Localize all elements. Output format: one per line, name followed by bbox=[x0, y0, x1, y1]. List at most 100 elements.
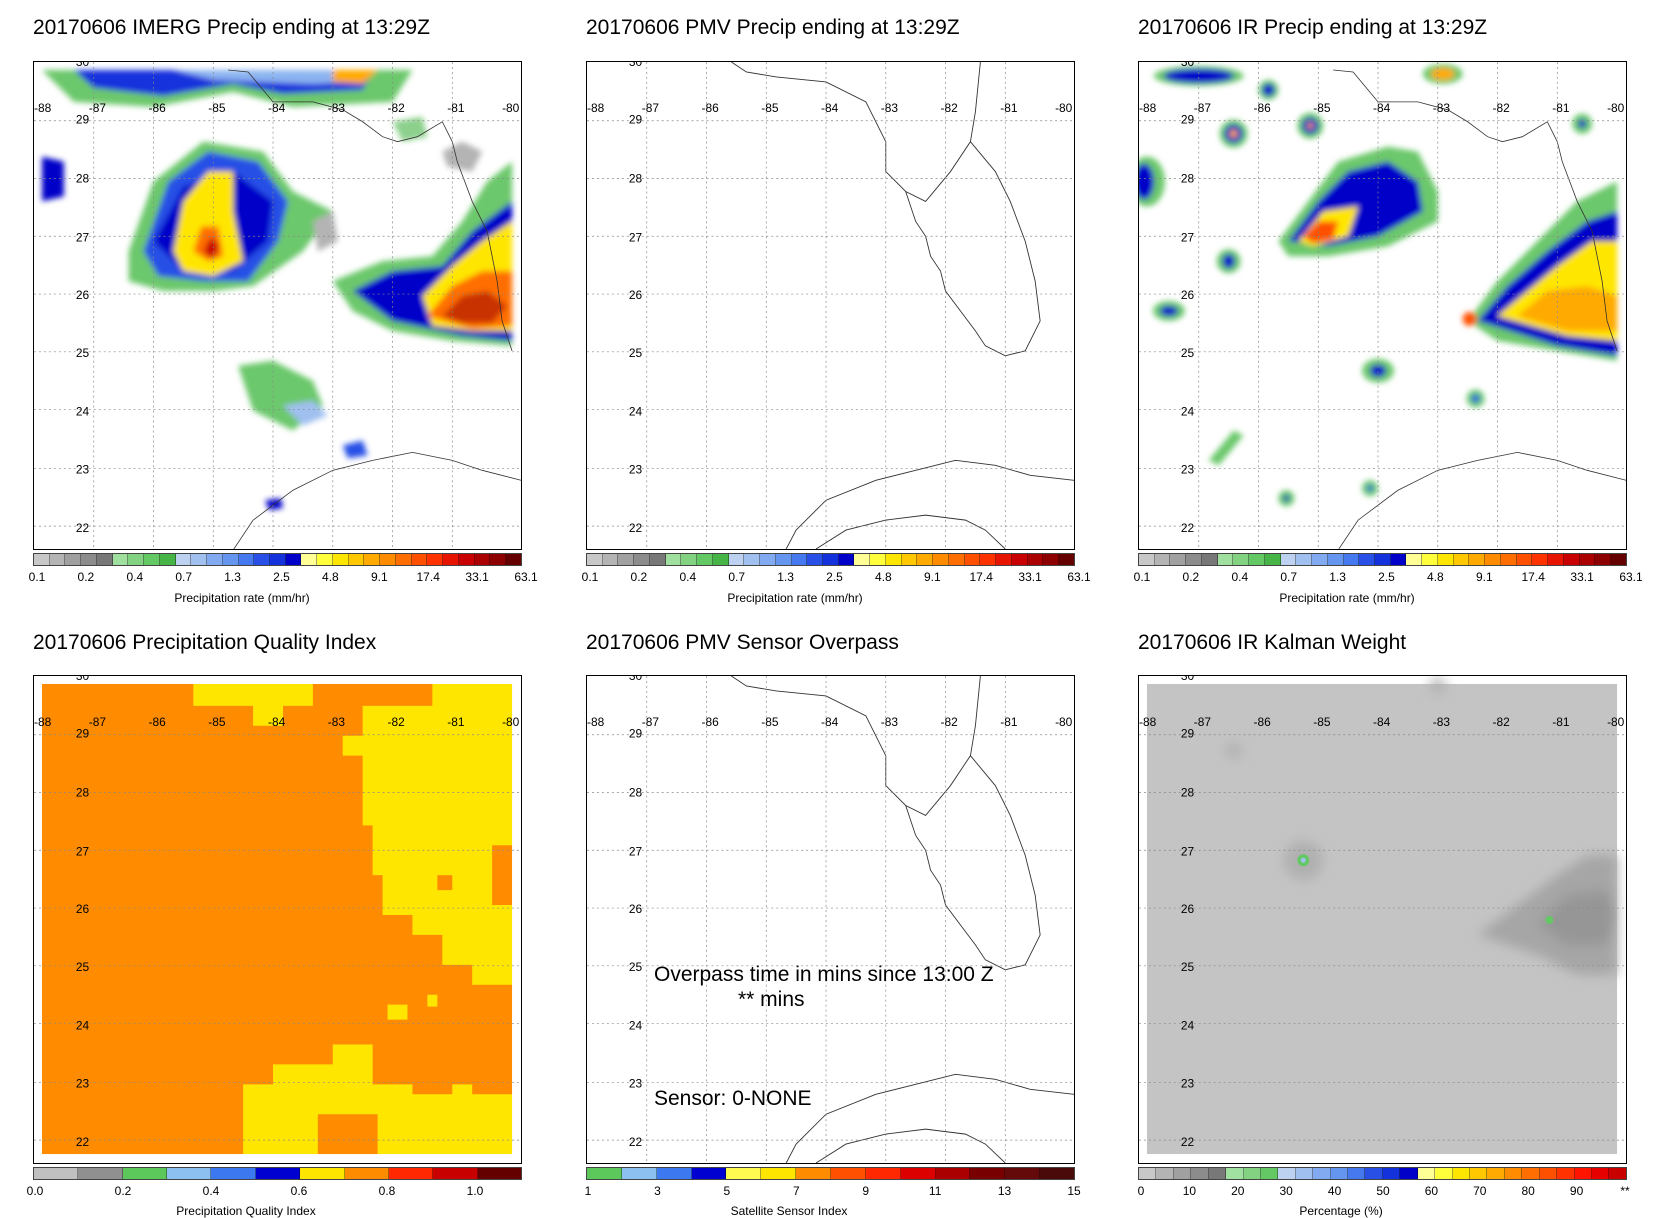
lon-label: -86 bbox=[149, 101, 167, 115]
pqi-colorbar-ticks: 0.0 0.2 0.4 0.6 0.8 1.0 bbox=[27, 1184, 484, 1200]
colorbar-swatch bbox=[159, 554, 176, 565]
colorbar-tick-label: 7 bbox=[792, 1184, 800, 1198]
colorbar-swatch bbox=[1327, 554, 1344, 565]
colorbar-tick-label: 0.6 bbox=[290, 1184, 308, 1198]
colorbar-swatch bbox=[1500, 554, 1517, 565]
colorbar-swatch bbox=[1532, 554, 1549, 565]
colorbar-swatch bbox=[1548, 554, 1564, 565]
lat-label: 24 bbox=[629, 1019, 643, 1033]
lat-label: 26 bbox=[629, 288, 643, 302]
colorbar-swatch bbox=[935, 1168, 971, 1179]
colorbar-tick-label: 63.1 bbox=[1067, 570, 1091, 584]
colorbar-swatch bbox=[681, 554, 698, 565]
colorbar-swatch bbox=[1280, 554, 1297, 565]
colorbar-tick-label: 33.1 bbox=[465, 570, 489, 584]
lat-label: 25 bbox=[76, 960, 90, 974]
colorbar-swatch bbox=[1312, 554, 1328, 565]
ir-colorbar-title: Precipitation rate (mm/hr) bbox=[1279, 591, 1415, 605]
colorbar-tick-label: 33.1 bbox=[1018, 570, 1042, 584]
colorbar-swatch bbox=[796, 1168, 832, 1179]
colorbar-swatch bbox=[1156, 1168, 1174, 1179]
colorbar-tick-label: 33.1 bbox=[1570, 570, 1594, 584]
colorbar-tick-label: 4.8 bbox=[875, 570, 892, 584]
colorbar-swatch bbox=[1591, 1168, 1610, 1179]
colorbar-swatch bbox=[618, 554, 635, 565]
lon-label: -88 bbox=[34, 715, 52, 729]
sensor-colorbar-ticks: 1 3 5 7 9 11 13 15 bbox=[585, 1184, 1081, 1200]
colorbar-tick-label: 0.0 bbox=[26, 1184, 44, 1198]
ir-title: 20170606 IR Precip ending at 13:29Z bbox=[1138, 16, 1488, 39]
lat-label: 27 bbox=[76, 844, 90, 858]
overpass-map: -88 -87 -86 -85 -84 -83 -82 -81 -80 30 2… bbox=[586, 675, 1075, 1164]
lat-label: 30 bbox=[629, 676, 643, 683]
colorbar-tick-label: 0.4 bbox=[1231, 570, 1249, 584]
colorbar-tick-label: 0.1 bbox=[28, 570, 46, 584]
colorbar-swatch bbox=[761, 1168, 797, 1179]
lon-label: -81 bbox=[1552, 101, 1570, 115]
lon-label: -86 bbox=[1254, 715, 1272, 729]
colorbar-tick-label: 11 bbox=[928, 1184, 942, 1198]
ir-colorbar bbox=[1138, 553, 1627, 566]
lon-label: -87 bbox=[1194, 715, 1212, 729]
lat-label: 27 bbox=[1181, 230, 1195, 244]
lon-label: -86 bbox=[702, 101, 720, 115]
colorbar-tick-label: 9 bbox=[862, 1184, 870, 1198]
lat-label: 29 bbox=[76, 113, 90, 127]
colorbar-swatch bbox=[1469, 554, 1486, 565]
lat-label: 22 bbox=[1181, 1135, 1195, 1149]
colorbar-swatch bbox=[1330, 1168, 1349, 1179]
lat-label: 24 bbox=[629, 405, 643, 419]
lon-label: -82 bbox=[388, 101, 406, 115]
colorbar-swatch bbox=[395, 554, 412, 565]
colorbar-tick-label: 5 bbox=[723, 1184, 731, 1198]
colorbar-swatch bbox=[760, 554, 776, 565]
colorbar-tick-label: 9.1 bbox=[923, 570, 941, 584]
colorbar-tick-label: 17.4 bbox=[969, 570, 993, 584]
colorbar-swatch bbox=[211, 1168, 256, 1179]
colorbar-swatch bbox=[191, 554, 208, 565]
colorbar-swatch bbox=[300, 1168, 345, 1179]
colorbar-swatch bbox=[865, 1168, 901, 1179]
precip-colorbar-title: Precipitation rate (mm/hr) bbox=[174, 591, 310, 605]
colorbar-swatch bbox=[1365, 1168, 1383, 1179]
colorbar-swatch bbox=[791, 554, 808, 565]
lat-label: 30 bbox=[1181, 62, 1195, 69]
colorbar-tick-label: 0.8 bbox=[378, 1184, 396, 1198]
colorbar-swatch bbox=[1233, 554, 1250, 565]
colorbar-tick-label: 9.1 bbox=[1475, 570, 1493, 584]
colorbar-tick-label: 17.4 bbox=[416, 570, 440, 584]
sensor-colorbar bbox=[586, 1167, 1075, 1180]
colorbar-swatch bbox=[1260, 1168, 1279, 1179]
colorbar-swatch bbox=[726, 1168, 762, 1179]
kalman-title: 20170606 IR Kalman Weight bbox=[1138, 631, 1407, 654]
colorbar-swatch bbox=[649, 554, 666, 565]
colorbar-swatch bbox=[1595, 554, 1612, 565]
lat-label: 28 bbox=[76, 786, 90, 800]
lat-label: 27 bbox=[629, 230, 643, 244]
pqi-colorbar bbox=[33, 1167, 522, 1180]
ir-map: -88 -87 -86 -85 -84 -83 -82 -81 -80 30 2… bbox=[1138, 61, 1627, 550]
colorbar-swatch bbox=[458, 554, 475, 565]
ir-precip-field: -88 -87 -86 -85 -84 -83 -82 -81 -80 30 2… bbox=[1139, 62, 1626, 549]
lon-label: -87 bbox=[1194, 101, 1212, 115]
lat-label: 28 bbox=[629, 172, 643, 186]
colorbar-swatch bbox=[301, 554, 318, 565]
lon-label: -82 bbox=[941, 101, 959, 115]
colorbar-tick-label: 1.3 bbox=[224, 570, 241, 584]
colorbar-swatch bbox=[1437, 554, 1454, 565]
lon-label: -83 bbox=[881, 101, 899, 115]
colorbar-swatch bbox=[1296, 554, 1313, 565]
colorbar-swatch bbox=[1208, 1168, 1227, 1179]
lat-label: 26 bbox=[1181, 288, 1195, 302]
colorbar-swatch bbox=[917, 554, 934, 565]
lat-label: 23 bbox=[1181, 1076, 1195, 1090]
lon-label: -84 bbox=[821, 715, 839, 729]
colorbar-tick-label: 1.0 bbox=[466, 1184, 484, 1198]
colorbar-swatch bbox=[285, 554, 302, 565]
colorbar-swatch bbox=[996, 554, 1012, 565]
colorbar-swatch bbox=[1278, 1168, 1296, 1179]
colorbar-tick-label: 30 bbox=[1279, 1184, 1293, 1198]
colorbar-swatch bbox=[823, 554, 839, 565]
lat-label: 28 bbox=[629, 786, 643, 800]
colorbar-swatch bbox=[1422, 554, 1438, 565]
